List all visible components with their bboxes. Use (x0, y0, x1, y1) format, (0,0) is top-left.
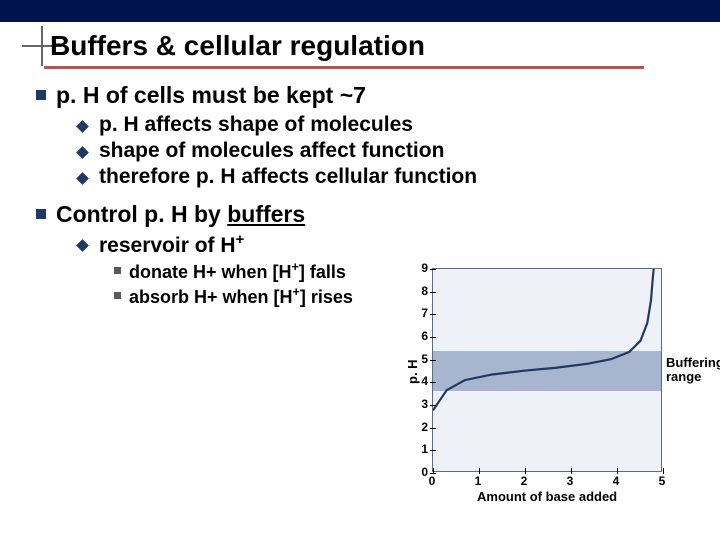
top-bar (0, 0, 720, 22)
y-tick-label: 8 (412, 284, 428, 298)
x-tick-label: 2 (514, 474, 534, 488)
y-tick (430, 405, 436, 406)
bullet-text: p. H affects shape of molecules (99, 113, 413, 137)
bullet-level1: p. H of cells must be kept ~7 (36, 82, 696, 109)
square-bullet-icon (36, 90, 46, 100)
diamond-bullet-icon (76, 239, 89, 252)
y-tick (430, 292, 436, 293)
bullet-level1: Control p. H by buffers (36, 201, 696, 228)
y-tick (430, 382, 436, 383)
diamond-bullet-icon (76, 146, 89, 159)
bullet-text: therefore p. H affects cellular function (99, 165, 477, 189)
y-tick (430, 450, 436, 451)
diamond-bullet-icon (76, 172, 89, 185)
small-square-bullet-icon (114, 292, 121, 299)
bullet-level2: shape of molecules affect function (78, 139, 696, 163)
y-tick (430, 337, 436, 338)
bullet-text: reservoir of H+ (99, 232, 244, 258)
curve-path (433, 269, 654, 410)
y-tick (430, 428, 436, 429)
bullet-text: Control p. H by buffers (56, 201, 305, 228)
buffer-chart: p. H Amount of base added Bufferingrange… (404, 262, 720, 510)
y-tick-label: 6 (412, 329, 428, 343)
y-tick-label: 2 (412, 420, 428, 434)
y-tick (430, 269, 436, 270)
y-tick-label: 9 (412, 261, 428, 275)
x-tick-label: 0 (422, 474, 442, 488)
slide-title: Buffers & cellular regulation (50, 30, 425, 62)
bullet-text: p. H of cells must be kept ~7 (56, 82, 366, 109)
bullet-text: shape of molecules affect function (99, 139, 444, 163)
bullet-level2: reservoir of H+ (78, 232, 696, 258)
diamond-bullet-icon (76, 120, 89, 133)
y-tick-label: 3 (412, 397, 428, 411)
y-tick (430, 360, 436, 361)
plot-area (432, 268, 662, 472)
x-tick-label: 4 (606, 474, 626, 488)
x-tick-label: 1 (468, 474, 488, 488)
bullet-level2: therefore p. H affects cellular function (78, 165, 696, 189)
x-axis-title: Amount of base added (477, 489, 617, 504)
small-square-bullet-icon (114, 267, 121, 274)
x-tick-label: 3 (560, 474, 580, 488)
square-bullet-icon (36, 209, 46, 219)
bullet-text: donate H+ when [H+] falls (129, 260, 346, 283)
y-tick-label: 4 (412, 374, 428, 388)
y-tick-label: 7 (412, 306, 428, 320)
bullet-text: absorb H+ when [H+] rises (129, 285, 353, 308)
buffering-range-label: Bufferingrange (666, 356, 720, 385)
y-tick-label: 1 (412, 442, 428, 456)
y-tick (430, 314, 436, 315)
bullet-level2: p. H affects shape of molecules (78, 113, 696, 137)
curve-svg (433, 269, 661, 471)
title-underline (44, 66, 644, 69)
y-tick-label: 5 (412, 352, 428, 366)
x-tick-label: 5 (652, 474, 672, 488)
